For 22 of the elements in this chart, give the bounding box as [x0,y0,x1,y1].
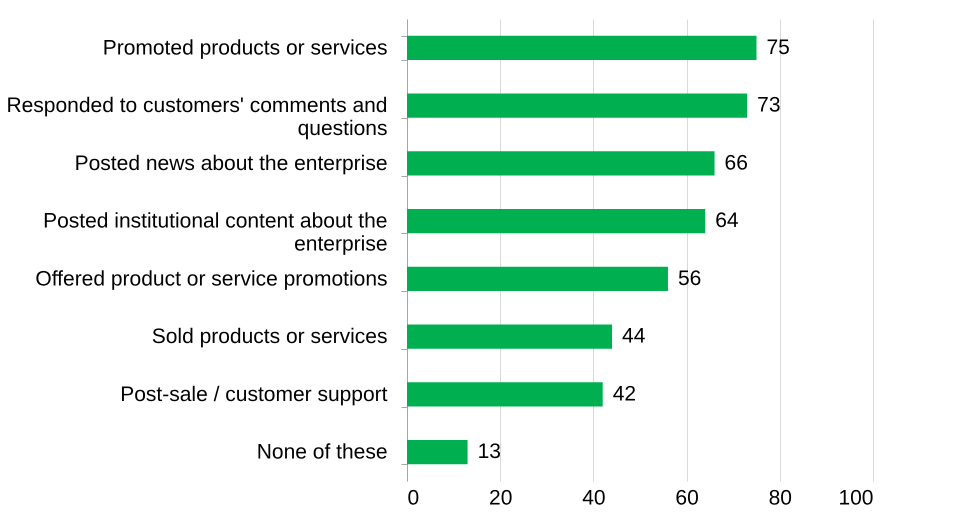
y-tick-label: Posted news about the enterprise [74,152,388,175]
x-tick-label: 60 [675,486,699,510]
x-tick-label: 20 [489,486,512,510]
y-tick-label: Sold products or services [152,325,388,348]
data-label: 13 [478,440,501,464]
y-tick-label: Promoted products or services [102,36,388,60]
y-tick-label: Posted institutional content about the enterprise [43,210,388,256]
x-tick-label: 0 [408,486,420,510]
x-tick-label: 80 [768,486,792,510]
x-tick-label: 100 [838,486,874,510]
data-label: 73 [757,94,781,117]
data-label: 66 [724,151,748,174]
data-label: 75 [766,36,790,59]
y-tick-label: Responded to customers' comments and questions [6,94,388,140]
y-tick-label: None of these [256,440,388,464]
y-tick-label: Offered product or service promotions [35,267,388,290]
data-label: 56 [678,266,702,290]
x-tick-label: 40 [582,486,606,510]
y-tick-label: Post-sale / customer support [120,382,388,406]
data-label: 42 [612,382,636,406]
data-label: 44 [622,324,646,348]
data-label: 64 [715,209,739,232]
